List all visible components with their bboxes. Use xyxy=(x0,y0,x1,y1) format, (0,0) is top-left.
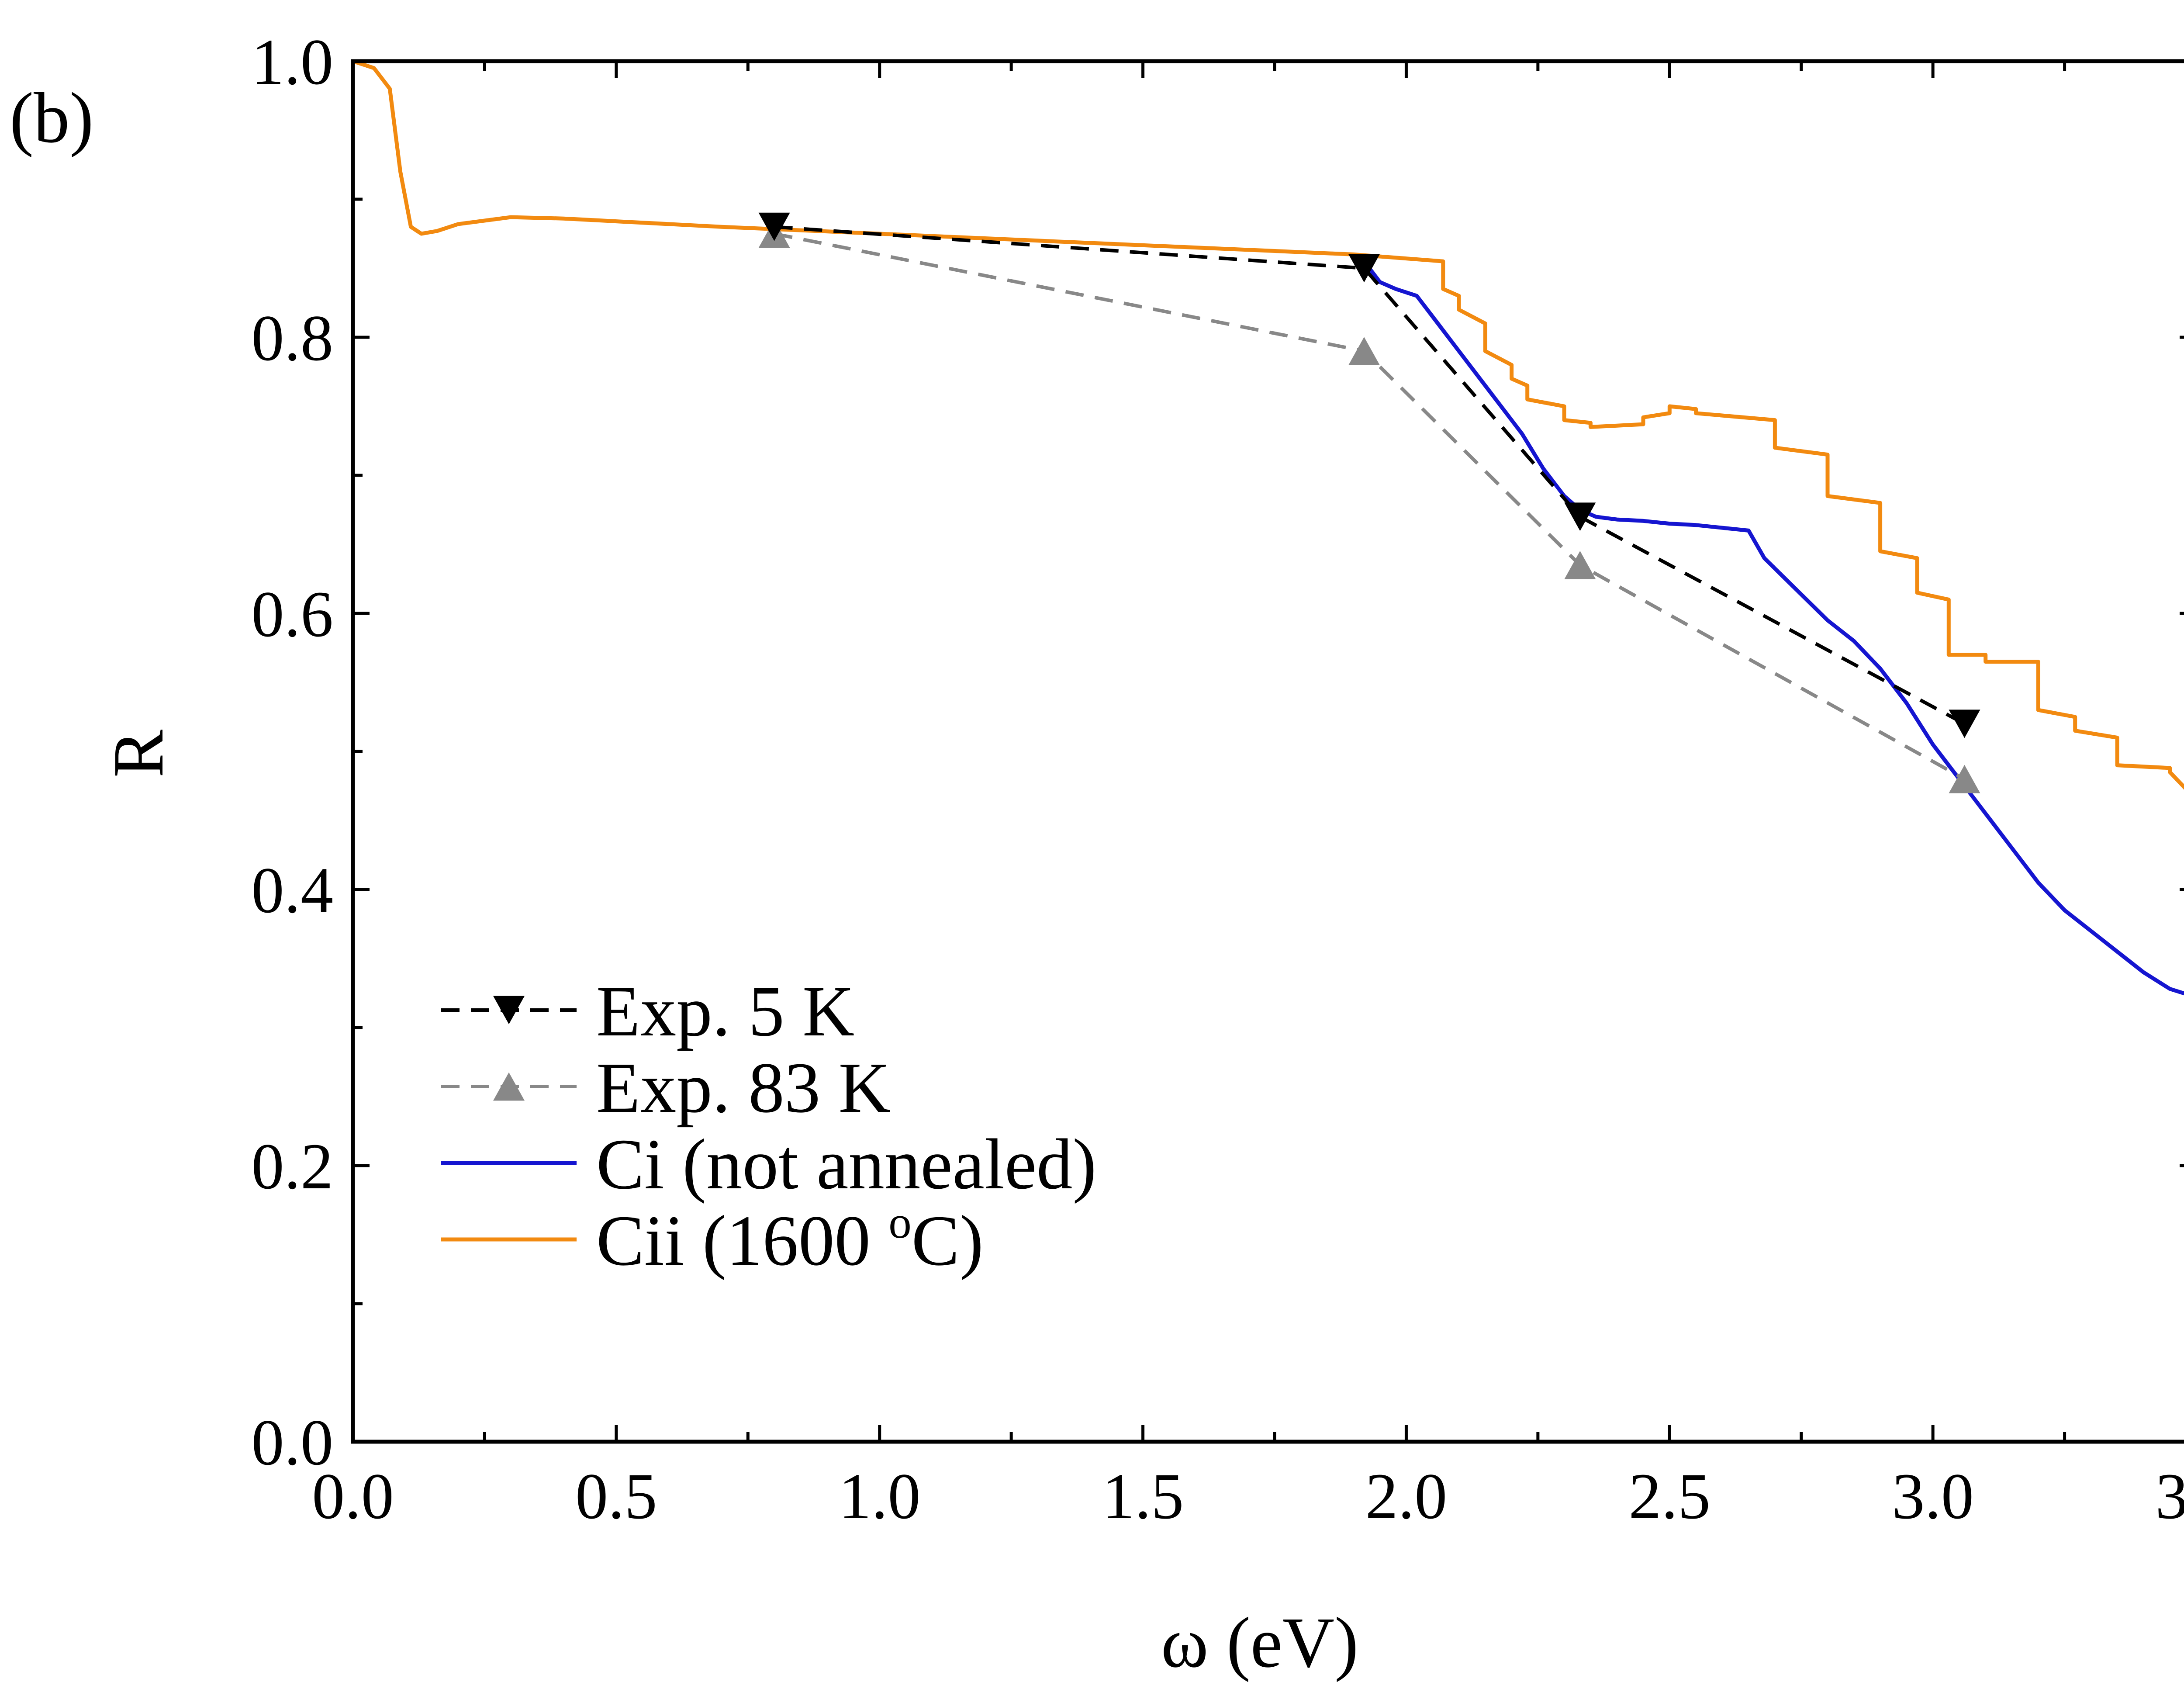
x-tick-label: 2.5 xyxy=(1629,1460,1711,1533)
legend-item: Ci (not annealed) xyxy=(441,1124,1096,1204)
data-point-marker xyxy=(1564,551,1596,579)
legend-label: Cii (1600 oC) xyxy=(596,1197,984,1281)
series-exp-83-k xyxy=(758,219,1980,793)
series-exp-5-k xyxy=(758,212,1980,738)
data-point-marker xyxy=(1348,337,1380,365)
series-layer xyxy=(352,59,2184,996)
y-axis-title: R xyxy=(98,730,178,778)
series-ci-not-annealed- xyxy=(1368,267,2184,996)
series-cii-1600-c- xyxy=(352,59,2184,790)
legend-swatch-marker xyxy=(493,1072,525,1101)
y-tick-label: 0.2 xyxy=(252,1130,334,1203)
y-tick-label: 0.8 xyxy=(252,302,334,374)
data-point-marker xyxy=(1949,765,1980,793)
data-point-marker xyxy=(1564,502,1596,531)
data-point-marker xyxy=(1949,709,1980,738)
x-tick-label: 1.0 xyxy=(839,1460,921,1533)
legend-label: Exp. 5 K xyxy=(596,971,854,1051)
legend-label-unit: C) xyxy=(912,1201,984,1281)
x-tick-label: 3.5 xyxy=(2155,1460,2184,1533)
series-line xyxy=(774,232,1966,781)
y-tick-label: 0.4 xyxy=(252,854,334,927)
legend-item: Cii (1600 oC) xyxy=(441,1197,984,1281)
legend-swatch-marker xyxy=(493,996,525,1024)
y-tick-label: 0.6 xyxy=(252,578,334,651)
x-tick-label: 1.5 xyxy=(1102,1460,1184,1533)
tick-labels: 0.0 0.5 1.0 1.5 2.0 2.5 3.0 3.5 0.0 0.2 0.4 0.6 0.8 1… xyxy=(252,26,2184,1533)
panel-label: (b) xyxy=(10,78,93,158)
legend-item: Exp. 5 K xyxy=(441,971,854,1051)
series-line xyxy=(1368,267,2184,996)
y-tick-label: 0.0 xyxy=(252,1406,334,1479)
y-tick-label: 1.0 xyxy=(252,26,334,98)
series-line xyxy=(352,59,2184,790)
x-axis-title: ω (eV) xyxy=(1161,1602,1358,1682)
x-tick-label: 0.5 xyxy=(575,1460,657,1533)
data-point-marker xyxy=(758,212,790,241)
legend-item: Exp. 83 K xyxy=(441,1048,891,1128)
plot-frame xyxy=(351,59,2184,1444)
legend-label: Exp. 83 K xyxy=(596,1048,891,1128)
x-tick-label: 2.0 xyxy=(1365,1460,1448,1533)
legend-label: Ci (not annealed) xyxy=(596,1124,1096,1204)
x-tick-label: 0.0 xyxy=(312,1460,394,1533)
data-point-marker xyxy=(1348,254,1380,283)
legend-label-superscript: o xyxy=(888,1197,912,1248)
series-line xyxy=(774,225,1966,726)
x-tick-label: 3.0 xyxy=(1892,1460,1974,1533)
